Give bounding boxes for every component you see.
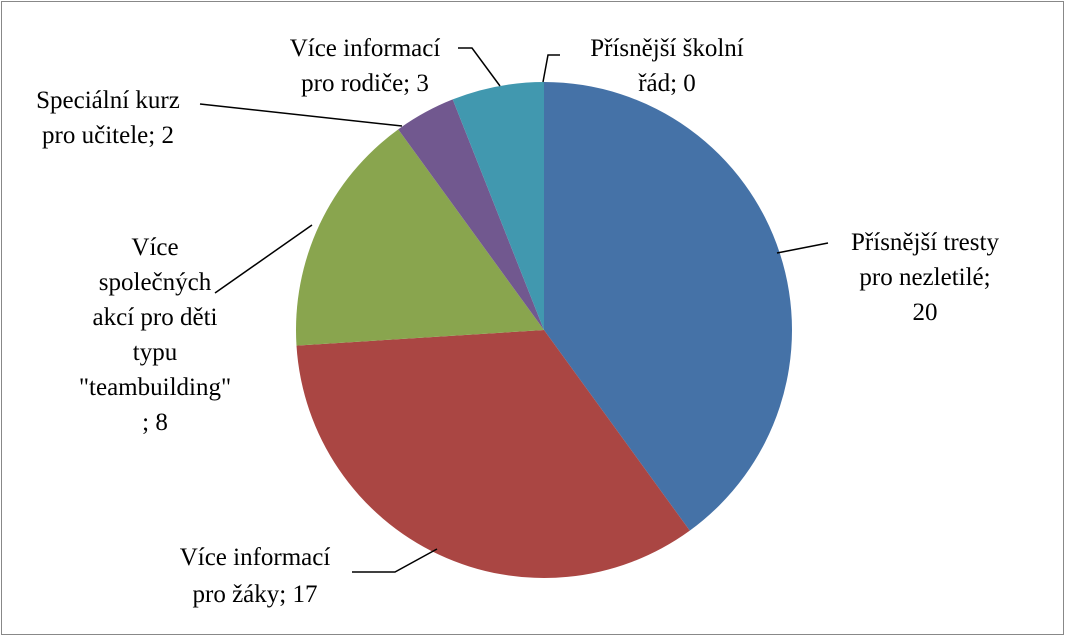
data-label-line: pro učitele; 2 bbox=[42, 122, 174, 149]
leader-line bbox=[352, 548, 438, 573]
pie-slice bbox=[452, 82, 544, 330]
data-label-line: akcí pro děti bbox=[93, 304, 218, 331]
data-label-line: Přísnější školní bbox=[590, 35, 744, 62]
leader-line bbox=[458, 47, 501, 87]
data-label-line: 20 bbox=[913, 299, 938, 326]
data-label-line: Přísnější tresty bbox=[851, 229, 999, 256]
data-label: Přísnější školní řád; 0 bbox=[590, 35, 744, 97]
data-label-line: pro nezletilé; bbox=[859, 264, 990, 291]
data-label-line: "teambuilding" bbox=[79, 374, 231, 401]
leader-line bbox=[199, 103, 403, 127]
data-label: Více společných akcí pro děti typu "teambuil… bbox=[79, 234, 231, 436]
leader-line bbox=[214, 224, 313, 294]
data-label-line: pro žáky; 17 bbox=[193, 581, 318, 608]
data-label-line: pro rodiče; 3 bbox=[301, 70, 429, 97]
pie-slice bbox=[296, 330, 690, 578]
data-label-line: řád; 0 bbox=[638, 70, 696, 97]
data-label-line: Více informací bbox=[290, 35, 441, 62]
pie-slice bbox=[296, 129, 544, 346]
leader-line bbox=[776, 242, 829, 254]
data-label-line: společných bbox=[99, 269, 212, 296]
data-label-line: ; 8 bbox=[142, 409, 168, 436]
data-label-line: typu bbox=[133, 339, 178, 366]
data-label: Více informací pro žáky; 17 bbox=[180, 544, 331, 608]
pie-slice bbox=[398, 99, 544, 330]
pie-slice bbox=[544, 82, 793, 531]
data-label-line: Více bbox=[131, 234, 178, 261]
data-label: Přísnější tresty pro nezletilé; 20 bbox=[851, 229, 999, 326]
leader-line bbox=[542, 54, 560, 83]
data-label: Speciální kurz pro učitele; 2 bbox=[36, 87, 180, 149]
data-label-line: Speciální kurz bbox=[36, 87, 180, 114]
data-label-line: Více informací bbox=[180, 544, 331, 571]
data-label: Více informací pro rodiče; 3 bbox=[290, 35, 441, 97]
